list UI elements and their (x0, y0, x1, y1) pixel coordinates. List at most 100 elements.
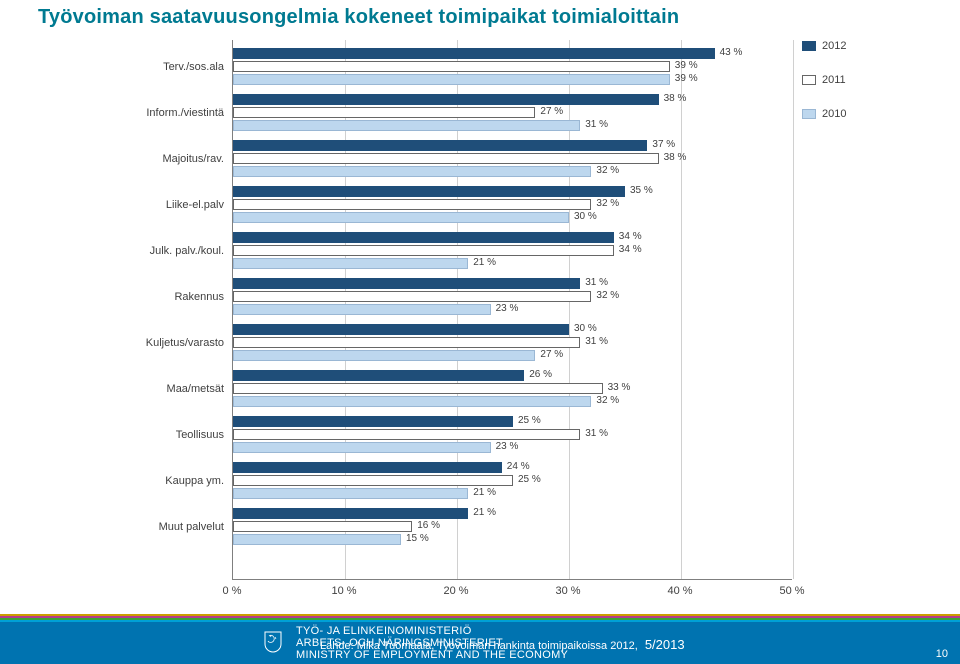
bar-value-label: 21 % (473, 257, 496, 268)
page: Työvoiman saatavuusongelmia kokeneet toi… (0, 0, 960, 664)
bar-value-label: 16 % (417, 520, 440, 531)
category-label: Kuljetus/varasto (82, 337, 224, 349)
bar-value-label: 32 % (596, 395, 619, 406)
bar-value-label: 32 % (596, 165, 619, 176)
bar-value-label: 34 % (619, 244, 642, 255)
bar-2010 (233, 488, 468, 499)
bar-2012 (233, 140, 647, 151)
bar-value-label: 31 % (585, 428, 608, 439)
bar-2010 (233, 74, 670, 85)
category-axis: Terv./sos.ala Inform./viestintä Majoitus/r… (82, 40, 232, 580)
bar-value-label: 23 % (496, 441, 519, 452)
bar-2012 (233, 508, 468, 519)
bar-2012 (233, 370, 524, 381)
legend-swatch (802, 41, 816, 51)
bar-value-label: 25 % (518, 415, 541, 426)
bar-value-label: 15 % (406, 533, 429, 544)
bar-value-label: 43 % (720, 47, 743, 58)
bar-value-label: 38 % (664, 152, 687, 163)
x-tick-label: 30 % (555, 585, 580, 597)
bar-value-label: 34 % (619, 231, 642, 242)
legend-item-2012: 2012 (802, 40, 882, 52)
bar-2012 (233, 278, 580, 289)
bar-2012 (233, 416, 513, 427)
source-suffix: 5/2013 (645, 637, 685, 652)
bar-2010 (233, 212, 569, 223)
bar-2010 (233, 166, 591, 177)
category-label: Rakennus (82, 291, 224, 303)
bar-2010 (233, 534, 401, 545)
bar-value-label: 32 % (596, 198, 619, 209)
plot-area: 43 % 39 % 39 % 38 % 27 % 31 % 37 % 38 % 32 % 35 %… (232, 40, 792, 580)
bar-value-label: 31 % (585, 119, 608, 130)
category-label: Muut palvelut (82, 521, 224, 533)
x-tick-label: 0 % (223, 585, 242, 597)
page-title: Työvoiman saatavuusongelmia kokeneet toi… (38, 6, 679, 29)
page-number: 10 (936, 648, 948, 660)
x-tick-label: 10 % (331, 585, 356, 597)
bar-value-label: 37 % (652, 139, 675, 150)
category-label: Liike-el.palv (82, 199, 224, 211)
bar-2011 (233, 383, 603, 394)
bar-value-label: 38 % (664, 93, 687, 104)
bar-value-label: 33 % (608, 382, 631, 393)
gridline (793, 40, 794, 579)
bar-2011 (233, 337, 580, 348)
bar-2011 (233, 107, 535, 118)
bar-2010 (233, 304, 491, 315)
bar-value-label: 31 % (585, 336, 608, 347)
chart: Terv./sos.ala Inform./viestintä Majoitus/r… (82, 40, 882, 580)
x-tick-label: 50 % (779, 585, 804, 597)
bar-2011 (233, 245, 614, 256)
bar-value-label: 39 % (675, 60, 698, 71)
x-tick-label: 40 % (667, 585, 692, 597)
category-label: Julk. palv./koul. (82, 245, 224, 257)
bar-value-label: 21 % (473, 507, 496, 518)
bar-2011 (233, 521, 412, 532)
bar-2010 (233, 120, 580, 131)
source-citation: Lähde: Mika Tuomaala, Työvoiman hankinta… (320, 637, 685, 652)
bar-2011 (233, 291, 591, 302)
legend: 2012 2011 2010 (802, 40, 882, 142)
bar-value-label: 35 % (630, 185, 653, 196)
bar-2011 (233, 153, 659, 164)
coat-of-arms-icon (260, 630, 286, 656)
bar-value-label: 39 % (675, 73, 698, 84)
x-tick-label: 20 % (443, 585, 468, 597)
bar-value-label: 31 % (585, 277, 608, 288)
legend-swatch (802, 109, 816, 119)
footer-bar: TYÖ- JA ELINKEINOMINISTERIÖ ARBETS- OCH … (0, 622, 960, 664)
bar-value-label: 27 % (540, 349, 563, 360)
bar-2012 (233, 462, 502, 473)
category-label: Kauppa ym. (82, 475, 224, 487)
ministry-line-1: TYÖ- JA ELINKEINOMINISTERIÖ (296, 625, 568, 637)
bar-value-label: 26 % (529, 369, 552, 380)
bar-value-label: 24 % (507, 461, 530, 472)
legend-label: 2012 (822, 40, 846, 52)
category-label: Inform./viestintä (82, 107, 224, 119)
bar-2011 (233, 61, 670, 72)
bar-2011 (233, 429, 580, 440)
bar-2012 (233, 94, 659, 105)
bar-value-label: 30 % (574, 211, 597, 222)
footer-stripes (0, 614, 960, 622)
legend-item-2011: 2011 (802, 74, 882, 86)
legend-label: 2010 (822, 108, 846, 120)
bar-value-label: 23 % (496, 303, 519, 314)
bar-value-label: 21 % (473, 487, 496, 498)
category-label: Terv./sos.ala (82, 61, 224, 73)
bar-2010 (233, 396, 591, 407)
bar-2010 (233, 350, 535, 361)
bar-2012 (233, 232, 614, 243)
bar-value-label: 27 % (540, 106, 563, 117)
category-label: Teollisuus (82, 429, 224, 441)
bar-2011 (233, 199, 591, 210)
gridline (681, 40, 682, 579)
bar-value-label: 30 % (574, 323, 597, 334)
bar-2012 (233, 48, 715, 59)
bar-2012 (233, 186, 625, 197)
bar-2012 (233, 324, 569, 335)
category-label: Majoitus/rav. (82, 153, 224, 165)
bar-value-label: 25 % (518, 474, 541, 485)
bar-2010 (233, 258, 468, 269)
